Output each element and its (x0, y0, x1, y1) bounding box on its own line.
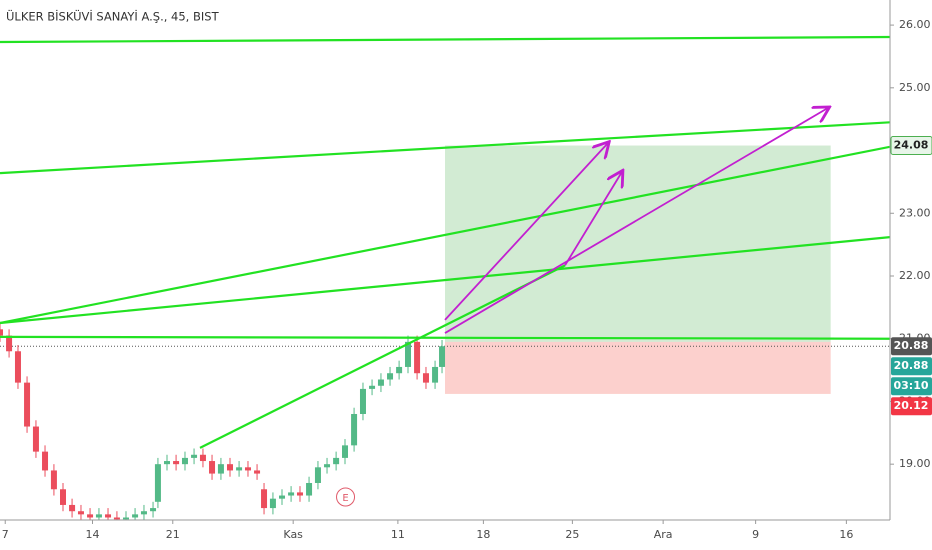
price-tag (891, 377, 932, 396)
arrow (444, 108, 828, 334)
candle-body (69, 504, 76, 512)
candle-body (288, 492, 295, 496)
loss-zone (445, 341, 831, 394)
y-tick-label: 19.00 (899, 457, 931, 470)
candle-body (432, 366, 439, 383)
x-tick-label: 18 (476, 528, 490, 541)
candle-body (150, 508, 157, 512)
price-tag (890, 136, 932, 156)
trend-line (0, 335, 890, 340)
candle-body (314, 467, 321, 483)
candle-body (59, 489, 66, 505)
candle-body (199, 454, 206, 462)
candle-body (244, 467, 251, 471)
candle-body (254, 470, 261, 474)
candle-body (209, 461, 216, 474)
plot-area (0, 35, 890, 520)
candle-body (217, 464, 224, 474)
candle-body (387, 373, 394, 380)
trend-line (0, 121, 890, 175)
arrow (444, 143, 608, 321)
price-tag-label: 20.88 (894, 339, 929, 352)
candle-body (140, 511, 147, 515)
candle-body (306, 482, 313, 496)
x-tick-label: 11 (391, 528, 405, 541)
candle-body (24, 382, 31, 427)
candle-body (105, 514, 112, 518)
candle-body (296, 492, 303, 496)
candle-body (113, 517, 120, 520)
candle-body (396, 366, 403, 374)
y-tick-label: 26.00 (899, 18, 931, 31)
candle-body (227, 464, 234, 471)
candle-body (261, 489, 268, 509)
price-tag-label: 03:10 (893, 379, 928, 392)
candle-body (191, 454, 198, 458)
candle-body (77, 511, 84, 515)
candle-body (42, 451, 49, 471)
chart-title: ÜLKER BİSKÜVİ SANAYİ A.Ş., 45, BIST (6, 8, 220, 24)
candle-body (0, 329, 3, 336)
trend-line (0, 236, 890, 325)
candle-body (324, 464, 331, 468)
candle-body (132, 514, 139, 518)
candle-body (154, 464, 161, 502)
price-tag-label: 24.08 (894, 139, 929, 152)
price-tag-label: 20.88 (894, 359, 929, 372)
candle-body (269, 498, 276, 509)
candle-body (439, 346, 446, 367)
y-tick-label: 23.00 (899, 206, 931, 219)
price-tag-label: 20.12 (894, 399, 929, 412)
x-tick-label: 21 (166, 528, 180, 541)
candle-body (333, 457, 340, 465)
candle-body (50, 470, 57, 490)
y-tick-label: 25.00 (899, 81, 931, 94)
candle-body (377, 379, 384, 386)
price-tag (891, 357, 932, 376)
candle-body (369, 385, 376, 389)
event-label: E (342, 493, 348, 504)
candle-body (279, 495, 286, 499)
candle-body (422, 373, 429, 383)
trend-line (199, 264, 566, 449)
candle-body (87, 514, 94, 518)
price-tag (891, 337, 932, 356)
candle-body (164, 461, 171, 465)
y-tick-label: 22.00 (899, 269, 931, 282)
x-tick-label: 25 (565, 528, 579, 541)
candle-body (359, 388, 366, 414)
candle-body (95, 514, 102, 518)
x-tick-label: 14 (85, 528, 99, 541)
candle-body (342, 445, 349, 458)
candle-body (351, 413, 358, 446)
price-tag (891, 397, 932, 416)
x-tick-label: 16 (839, 528, 853, 541)
trend-line (0, 35, 890, 44)
candle-body (414, 341, 421, 374)
candle-body (14, 351, 21, 383)
arrow (564, 172, 622, 266)
x-tick-label: Kas (283, 528, 303, 541)
candle-body (6, 335, 13, 352)
x-tick-label: 7 (2, 528, 9, 541)
candle-body (32, 426, 39, 452)
x-tick-label: 9 (752, 528, 759, 541)
candle-body (173, 461, 180, 465)
candle-body (181, 457, 188, 465)
profit-zone (445, 145, 831, 342)
x-tick-label: Ara (654, 528, 673, 541)
candle-body (122, 517, 129, 520)
event-marker (336, 487, 356, 507)
candle-body (236, 467, 243, 471)
candle-body (405, 341, 412, 367)
trend-line (0, 145, 890, 325)
